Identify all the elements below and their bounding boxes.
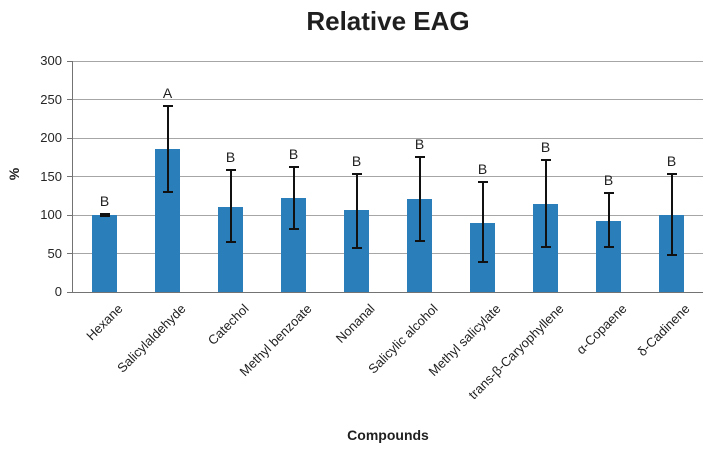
y-tick-label: 0 [54,284,62,299]
gridline [73,176,703,177]
error-bar-cap-top [162,105,173,108]
error-bar-cap-top [540,158,551,161]
chart-title: Relative EAG [306,6,470,36]
y-tick-label: 50 [47,245,62,261]
error-bar-cap-bottom [162,190,173,193]
significance-letter: B [414,136,425,153]
y-tick-label: 250 [40,91,62,107]
error-bar-cap-top [351,173,362,176]
error-bar-cap-bottom [99,214,110,217]
y-axis-line [72,61,73,292]
error-bar-cap-bottom [666,254,677,257]
significance-letter: B [225,149,236,166]
error-bar-line [229,170,232,242]
error-bar-cap-bottom [288,227,299,230]
x-tick-label: Nonanal [332,301,378,346]
error-bar-cap-top [99,213,110,216]
x-tick-label: δ-Cadinene [633,301,693,360]
error-bar-cap-top [225,169,236,172]
error-bar-cap-top [288,166,299,169]
significance-letter: B [477,160,488,177]
x-tick-label: Hexane [82,301,126,344]
x-tick-label: α-Copaene [572,301,630,358]
y-tick-mark [67,214,73,216]
error-bar-line [607,192,610,248]
significance-letter: B [288,146,299,163]
error-bar-line [292,167,295,229]
error-bar-cap-top [414,156,425,159]
y-tick-label: 300 [40,53,62,68]
gridline [73,99,703,100]
y-tick-mark [67,137,73,139]
significance-letter: B [666,153,677,170]
y-tick-mark [67,253,73,254]
significance-letter: B [603,171,614,188]
x-tick-label: Salicylic alcohol [364,301,441,377]
x-tick-label: Methyl benzoate [236,301,315,380]
gridline [73,137,703,139]
error-bar-cap-top [666,173,677,176]
error-bar-line [355,174,358,249]
x-tick-label: Salicylaldehyde [113,301,189,376]
significance-letter: B [540,138,551,155]
error-bar-line [544,159,547,247]
y-tick-mark [67,99,73,100]
error-bar-line [418,157,421,242]
significance-letter: A [162,85,173,102]
error-bar-cap-bottom [603,246,614,249]
error-bar-line [481,181,484,262]
error-bar-cap-bottom [225,240,236,243]
bar [92,215,117,292]
significance-letter: B [351,153,362,170]
error-bar-line [670,174,673,256]
x-tick-label: Methyl salicylate [425,301,504,380]
error-bar-cap-bottom [351,247,362,250]
gridline [73,253,703,254]
gridline [73,60,703,62]
error-bar-cap-bottom [540,245,551,248]
y-tick-mark [67,176,73,177]
x-tick-label: trans-β-Caryophyllene [464,301,567,403]
x-axis-line [73,291,703,293]
gridline [73,214,703,216]
significance-letter: B [99,193,110,210]
error-bar-cap-top [477,180,488,183]
x-tick-label: Catechol [204,301,252,348]
y-tick-mark [67,60,73,62]
error-bar-cap-top [603,191,614,194]
error-bar-cap-bottom [414,240,425,243]
error-bar-cap-bottom [477,260,488,263]
y-tick-mark [67,291,73,293]
x-axis-title: Compounds [347,427,429,443]
y-tick-label: 150 [40,168,62,184]
y-tick-label: 200 [40,130,62,145]
y-tick-label: 100 [40,207,62,222]
error-bar-line [166,106,169,192]
